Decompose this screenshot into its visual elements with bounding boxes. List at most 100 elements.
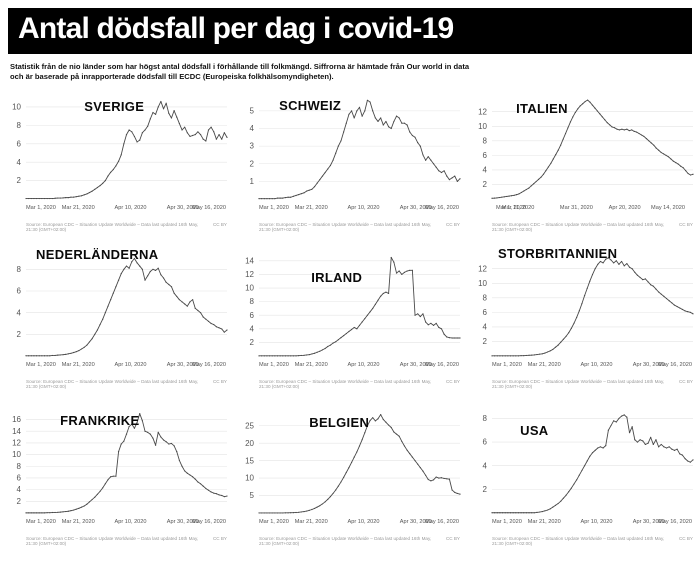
y-axis-tick-label: 10 (12, 450, 21, 459)
data-point (199, 311, 202, 314)
data-point (528, 354, 530, 356)
data-point (536, 353, 538, 355)
data-point (599, 260, 602, 262)
data-point (542, 173, 545, 175)
data-point (531, 511, 533, 514)
data-point (535, 180, 537, 182)
x-axis-tick-label: Mar 21, 2020 (528, 519, 561, 525)
data-point (226, 329, 228, 331)
data-point (403, 122, 406, 124)
data-point (173, 292, 175, 294)
data-point (165, 440, 167, 443)
data-point (677, 163, 679, 165)
x-axis-tick-label: Apr 30, 2020 (167, 362, 199, 368)
data-point (655, 438, 657, 441)
data-point (544, 352, 546, 354)
data-point (139, 265, 141, 267)
x-axis-tick-label: Apr 30, 2020 (400, 362, 432, 368)
data-point (644, 443, 646, 445)
data-point (655, 147, 657, 149)
data-point (276, 197, 279, 199)
data-point (356, 451, 358, 453)
data-point (62, 353, 64, 356)
data-point (86, 344, 88, 346)
data-point (181, 465, 183, 467)
data-point (110, 298, 112, 301)
data-point (634, 271, 636, 273)
chart-title: USA (520, 422, 549, 438)
chart-nederlanderna: NEDERLÄNDERNA 2 4 6 8 Mar 1, 2020 Mar 21, 2020… (0, 246, 233, 401)
data-point (557, 502, 559, 504)
data-point (658, 291, 660, 293)
data-point (112, 292, 114, 294)
data-point (523, 511, 525, 514)
data-point (628, 129, 630, 131)
data-point (94, 188, 96, 190)
data-point (271, 512, 273, 514)
x-axis-tick-label: Mar 1, 2020 (26, 205, 56, 211)
data-point (149, 270, 151, 272)
data-point (583, 464, 586, 467)
data-point (623, 129, 625, 131)
data-point (128, 267, 130, 269)
data-point (374, 117, 376, 119)
data-point (348, 466, 350, 468)
y-axis-tick-label: 14 (12, 427, 21, 436)
data-point (570, 327, 572, 329)
data-point (154, 269, 157, 271)
x-axis-tick-label: Apr 10, 2020 (580, 519, 612, 525)
data-point (372, 307, 374, 309)
data-point (258, 355, 260, 357)
data-point (202, 485, 204, 487)
line-chart-svg: 2 4 6 8 10 12 14 16 Mar 1, 2020 Mar 21, 2020 Apr 1… (12, 412, 228, 525)
data-point (316, 506, 318, 508)
data-point (120, 153, 122, 156)
data-point (602, 262, 604, 264)
data-point (75, 508, 77, 510)
data-point (456, 492, 458, 494)
data-point (194, 478, 196, 480)
data-point (623, 264, 625, 267)
y-axis-tick-label: 10 (478, 122, 487, 131)
data-point (382, 292, 384, 294)
data-point (70, 509, 72, 512)
data-point (306, 510, 308, 512)
y-axis-tick-label: 12 (478, 107, 487, 116)
data-point (284, 196, 287, 198)
data-point (65, 196, 67, 198)
data-point (75, 350, 77, 353)
chart-footer: Source: European CDC – Situation Update … (468, 378, 699, 390)
y-axis-tick-label: 4 (17, 485, 22, 494)
data-point (313, 352, 316, 354)
data-point (133, 257, 136, 259)
data-point (303, 510, 305, 512)
y-axis-tick-label: 10 (12, 102, 21, 111)
data-point (284, 511, 287, 514)
data-point (117, 279, 120, 281)
y-axis-tick-label: 15 (245, 456, 254, 465)
data-point (46, 511, 48, 514)
data-point (335, 152, 337, 154)
data-point (80, 506, 83, 508)
data-point (353, 117, 355, 119)
x-axis-tick-label: Mar 21, 2020 (62, 205, 95, 211)
data-point (125, 265, 128, 267)
x-axis-tick-label: Mar 21, 2020 (62, 519, 95, 525)
data-point (223, 131, 225, 134)
y-axis-tick-label: 20 (245, 439, 254, 448)
data-point (530, 185, 532, 187)
data-point (210, 491, 212, 493)
data-point (207, 489, 210, 491)
data-point (636, 274, 639, 276)
data-point (570, 487, 572, 489)
data-point (287, 511, 289, 514)
y-axis-tick-label: 10 (478, 279, 487, 288)
data-point (266, 197, 268, 199)
data-point (340, 336, 342, 338)
data-point (218, 494, 220, 496)
data-point (525, 354, 527, 356)
y-axis-tick-label: 4 (483, 461, 488, 470)
page-subtitle: Statistik från de nio länder som har hög… (10, 61, 470, 82)
data-point (572, 115, 574, 118)
charts-grid: SVERIGE 2 4 6 8 10 Mar 1, 2020 Mar 21, 2020 Apr … (0, 89, 700, 558)
